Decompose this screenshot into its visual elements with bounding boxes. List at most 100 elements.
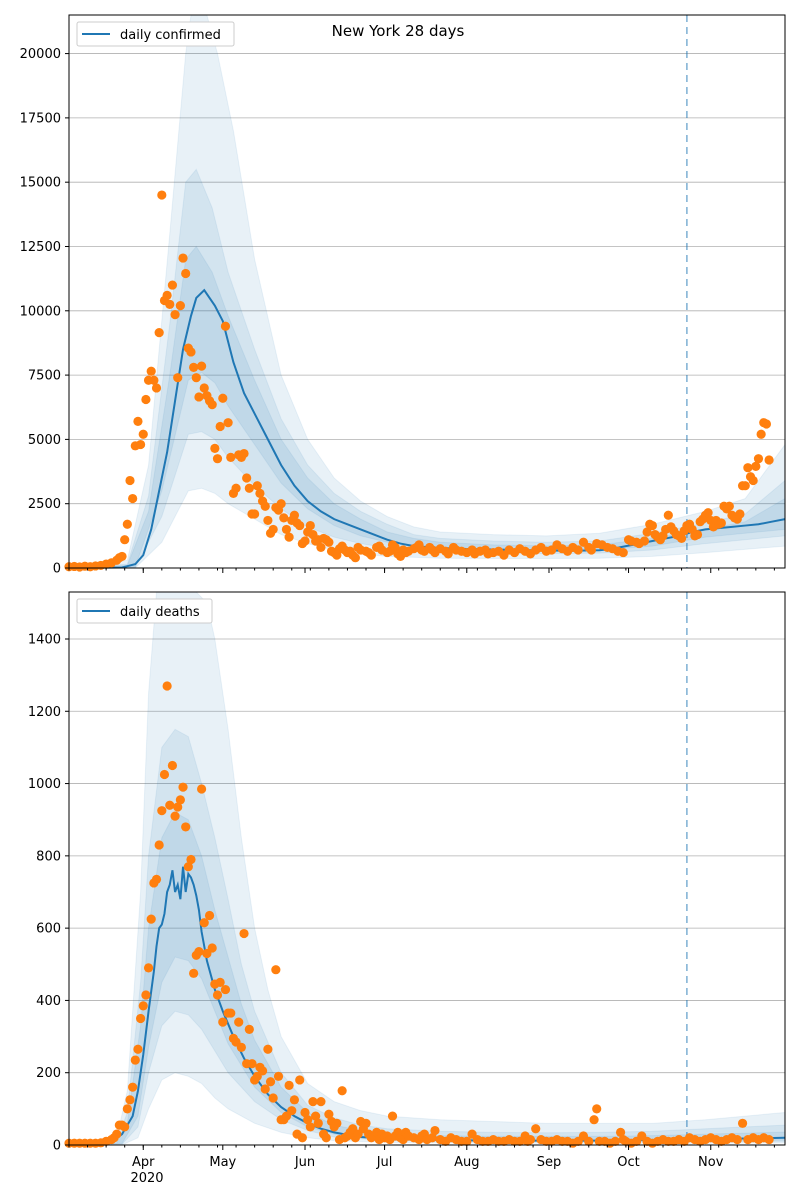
y-tick-label: 17500 [20,111,61,126]
data-point [724,501,734,511]
y-tick-label: 2500 [28,497,61,512]
x-tick-label: Nov [698,1155,724,1170]
data-point [146,366,156,376]
data-point [305,1122,315,1132]
data-point [287,1106,297,1116]
y-tick-label: 600 [36,922,61,937]
data-point [753,454,764,464]
deaths-xticks: Apr May Jun Jul Aug Sep Oct Nov [68,1145,775,1170]
data-point [332,1118,342,1128]
x-tick-label: Sep [537,1155,562,1170]
data-point [716,518,726,528]
y-tick-label: 1400 [28,632,61,647]
data-point [218,1017,228,1027]
data-point [239,928,249,939]
x-tick-label: Jul [376,1155,393,1170]
data-point [350,553,360,563]
y-tick-label: 5000 [28,433,61,448]
data-point [196,784,207,794]
data-point [120,535,130,545]
data-point [151,874,162,884]
y-tick-label: 15000 [20,176,61,191]
y-tick-label: 10000 [20,304,61,319]
x-tick-label: Aug [454,1155,479,1170]
data-point [295,520,305,531]
data-point [316,542,326,553]
data-point [175,301,185,311]
data-point [183,862,193,872]
data-point [279,513,289,523]
plot-frame [68,591,786,1146]
data-point [610,1136,620,1146]
y-tick-label: 800 [36,849,61,864]
data-point [247,1059,257,1069]
data-point [186,854,196,865]
data-point [244,483,254,493]
data-point [618,547,628,558]
data-point [136,1013,146,1024]
data-point [271,965,281,975]
data-point [162,681,172,691]
deaths-panel: 0 200 400 600 800 1000 1200 1400 Apr May Jun Jul Au… [28,591,786,1186]
data-point [191,373,201,383]
legend-box [76,598,213,624]
confirmed-yaxis: 0 2500 5000 7500 10000 12500 15000 17500 20000 [20,47,69,577]
data-point [186,347,196,357]
data-point [231,483,241,493]
figure-title: New York 28 days [332,22,465,40]
data-point [589,1115,599,1125]
data-point [189,362,199,372]
data-point [273,1071,284,1081]
data-point [194,392,204,402]
legend-label: daily deaths [120,605,200,620]
data-point [313,1118,323,1128]
data-point [284,1080,294,1090]
data-point [692,529,703,540]
data-point [165,800,175,810]
data-point [173,802,183,812]
confirmed-bands [68,14,786,569]
data-point [141,394,151,405]
data-point [234,1017,244,1027]
data-point [268,524,278,535]
data-point [215,977,225,987]
data-point [199,383,209,393]
data-point [308,1097,318,1107]
data-point [316,1097,326,1107]
data-point [207,943,217,953]
data-point [226,1008,236,1018]
data-point [387,1111,398,1121]
data-point [427,1133,437,1143]
data-point [311,1111,321,1121]
data-point [151,383,162,393]
data-point [743,463,753,473]
data-point [764,455,774,465]
data-point [128,1082,138,1092]
data-point [149,375,159,385]
data-point [265,1077,276,1087]
data-point [740,481,750,491]
data-point [236,1042,246,1053]
data-point [204,910,215,921]
data-point [141,990,151,1000]
data-point [175,795,185,805]
data-point [167,760,178,771]
data-point [586,545,597,555]
confirmed-panel: 0 2500 5000 7500 10000 12500 15000 17500 20000 d… [20,14,786,577]
data-point [366,550,376,560]
data-point [165,299,175,309]
data-point [748,475,758,486]
data-point [154,840,164,850]
data-point [159,769,170,780]
data-point [430,1125,440,1136]
data-point [268,1093,278,1103]
y-tick-label: 200 [36,1066,61,1081]
data-point [170,310,180,320]
confirmed-frame [68,14,786,569]
y-tick-label: 0 [53,562,61,577]
data-point [157,190,167,200]
x-tick-label: Jun [294,1155,315,1170]
data-point [125,475,135,486]
data-point [735,509,745,519]
